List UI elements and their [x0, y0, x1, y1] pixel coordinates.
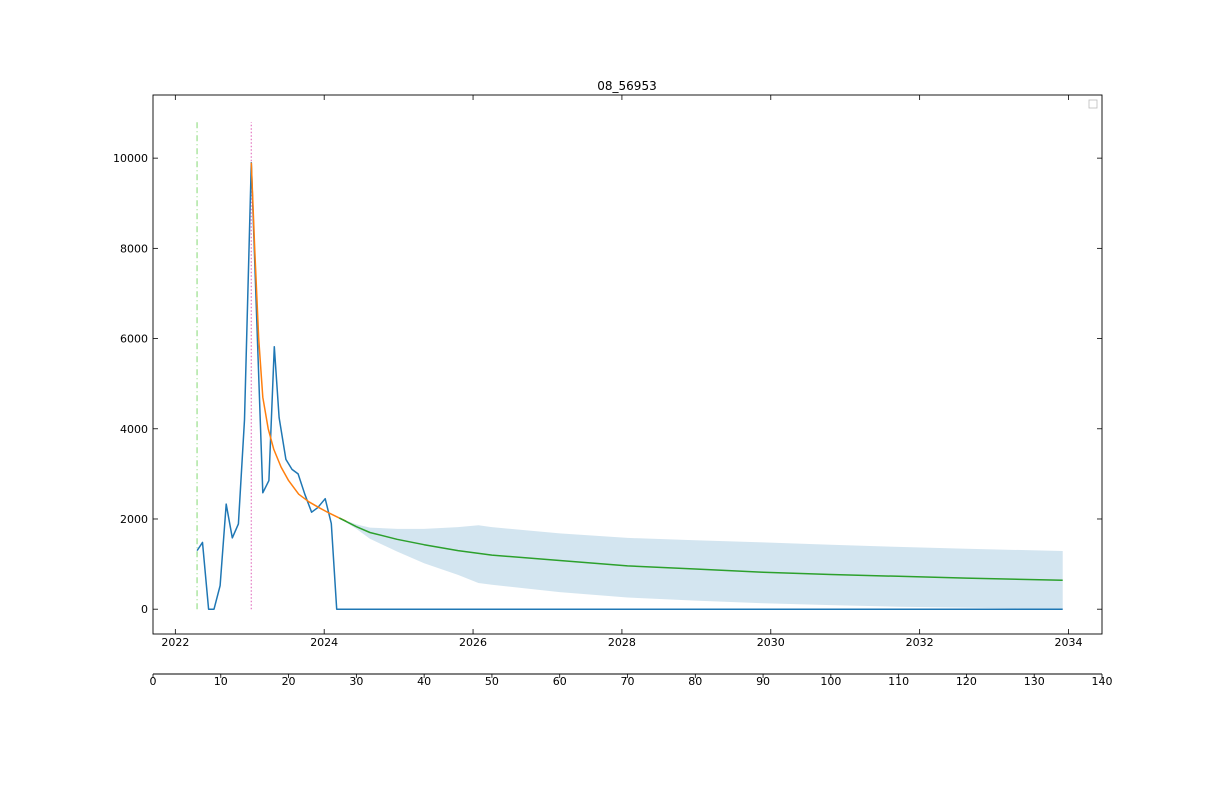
legend-box	[1088, 99, 1098, 109]
x-index-tick-label: 10	[214, 675, 228, 688]
x-index-tick-label: 60	[553, 675, 567, 688]
y-tick-label: 4000	[120, 423, 148, 436]
y-tick-label: 8000	[120, 242, 148, 255]
chart-title: 08_56953	[597, 79, 656, 93]
x-date-tick-label: 2030	[757, 636, 785, 649]
fit-series-line	[250, 162, 347, 522]
x-date-tick-label: 2024	[310, 636, 338, 649]
x-date-tick-label: 2022	[161, 636, 189, 649]
y-tick-label: 6000	[120, 333, 148, 346]
x-index-tick-label: 40	[417, 675, 431, 688]
x-index-tick-label: 130	[1024, 675, 1045, 688]
forecast-interval-band	[339, 518, 1063, 610]
forecast-series-line	[339, 517, 1063, 582]
x-index-tick-label: 80	[688, 675, 702, 688]
y-tick-label: 0	[141, 603, 148, 616]
x-index-tick-label: 20	[282, 675, 296, 688]
x-index-tick-label: 90	[756, 675, 770, 688]
x-index-tick-label: 50	[485, 675, 499, 688]
x-date-tick-label: 2028	[608, 636, 636, 649]
plot-area: 0 2000 4000 6000 8000 10000 2022 2024 2026 2028 20…	[113, 94, 1113, 688]
axes-frame	[152, 94, 1103, 635]
x-date-tick-label: 2026	[459, 636, 487, 649]
x-date-tick-label: 2032	[906, 636, 934, 649]
y-tick-label: 10000	[113, 152, 148, 165]
x-index-tick-label: 30	[349, 675, 363, 688]
y-tick-label: 2000	[120, 513, 148, 526]
x-index-tick-label: 120	[956, 675, 977, 688]
x-index-tick-label: 70	[621, 675, 635, 688]
x-index-tick-label: 140	[1092, 675, 1113, 688]
x-index-tick-label: 100	[820, 675, 841, 688]
x-index-tick-label: 110	[888, 675, 909, 688]
x-date-tick-label: 2034	[1055, 636, 1083, 649]
x-index-tick-label: 0	[150, 675, 157, 688]
